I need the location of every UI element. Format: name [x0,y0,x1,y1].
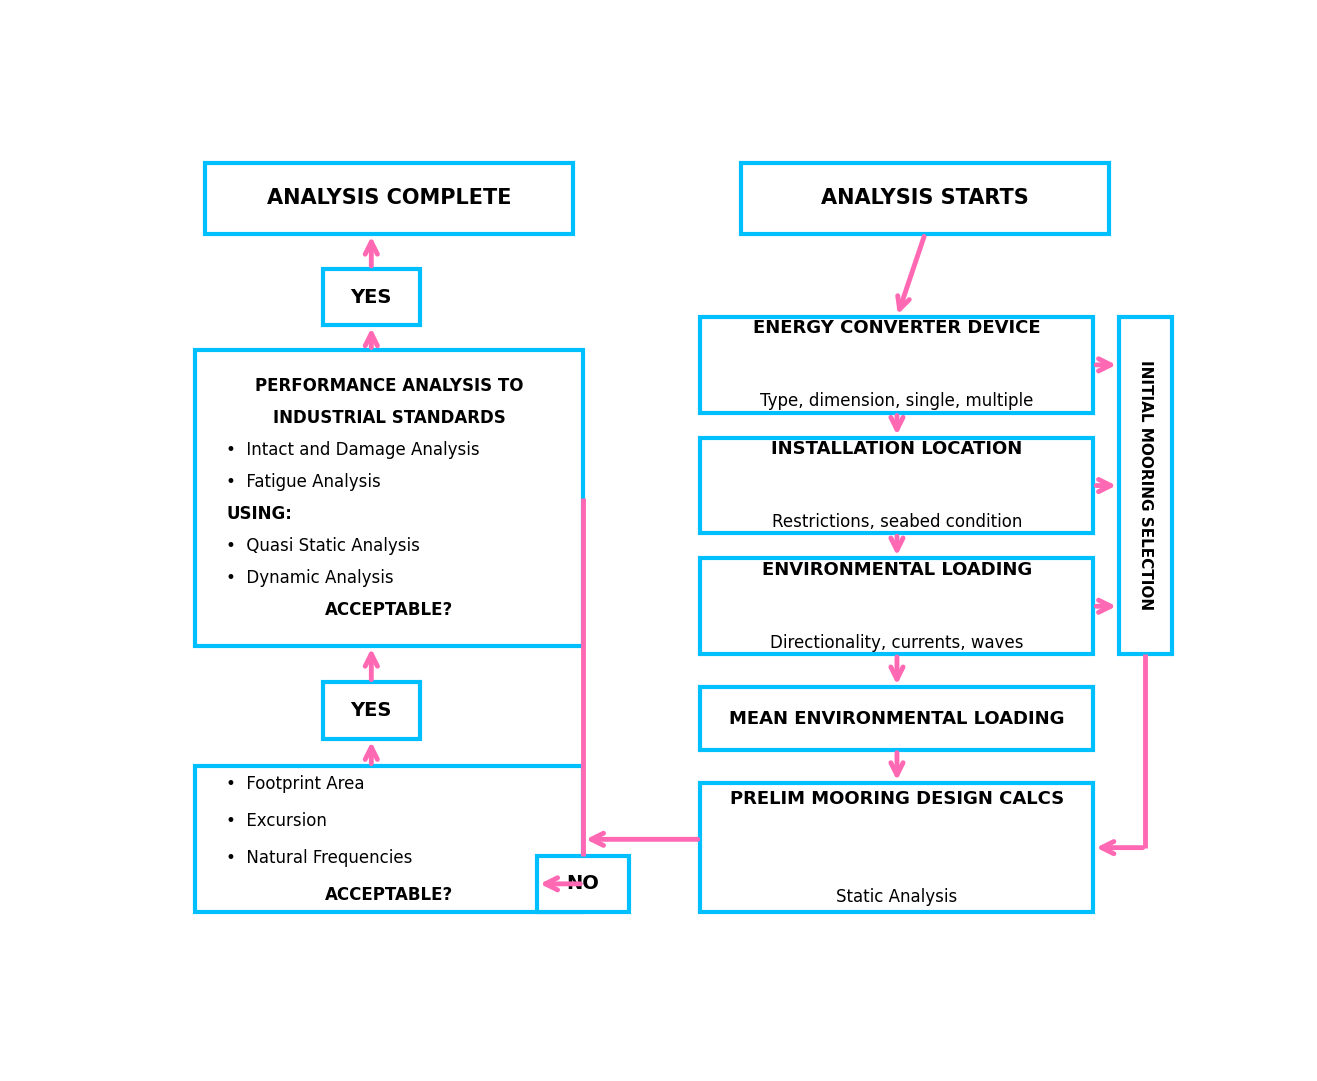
Text: Type, dimension, single, multiple: Type, dimension, single, multiple [760,392,1034,410]
Text: •  Quasi Static Analysis: • Quasi Static Analysis [227,537,420,556]
Text: YES: YES [350,288,392,307]
Text: Restrictions, seabed condition: Restrictions, seabed condition [772,512,1022,531]
FancyBboxPatch shape [205,163,573,233]
Text: •  Fatigue Analysis: • Fatigue Analysis [227,473,381,491]
Text: ACCEPTABLE?: ACCEPTABLE? [325,601,453,619]
Text: •  Footprint Area: • Footprint Area [227,775,365,793]
Text: MEAN ENVIRONMENTAL LOADING: MEAN ENVIRONMENTAL LOADING [730,709,1064,728]
Text: ANALYSIS STARTS: ANALYSIS STARTS [822,188,1029,209]
Text: INDUSTRIAL STANDARDS: INDUSTRIAL STANDARDS [273,409,506,427]
Text: PRELIM MOORING DESIGN CALCS: PRELIM MOORING DESIGN CALCS [730,789,1064,808]
FancyBboxPatch shape [701,559,1093,654]
Text: NO: NO [566,875,599,893]
Text: •  Dynamic Analysis: • Dynamic Analysis [227,570,394,587]
Text: Static Analysis: Static Analysis [836,888,957,906]
Text: ANALYSIS COMPLETE: ANALYSIS COMPLETE [267,188,511,209]
FancyBboxPatch shape [195,766,583,912]
Text: INSTALLATION LOCATION: INSTALLATION LOCATION [772,440,1022,458]
Text: •  Natural Frequencies: • Natural Frequencies [227,849,412,867]
Text: INITIAL MOORING SELECTION: INITIAL MOORING SELECTION [1138,360,1152,611]
FancyBboxPatch shape [323,269,420,325]
FancyBboxPatch shape [323,682,420,739]
Text: •  Excursion: • Excursion [227,812,327,830]
FancyBboxPatch shape [195,350,583,645]
Text: ACCEPTABLE?: ACCEPTABLE? [325,885,453,904]
FancyBboxPatch shape [701,317,1093,413]
FancyBboxPatch shape [701,783,1093,912]
Text: PERFORMANCE ANALYSIS TO: PERFORMANCE ANALYSIS TO [255,377,523,395]
Text: USING:: USING: [227,505,292,523]
FancyBboxPatch shape [701,438,1093,533]
Text: •  Intact and Damage Analysis: • Intact and Damage Analysis [227,441,479,459]
Text: Directionality, currents, waves: Directionality, currents, waves [770,633,1023,652]
Text: YES: YES [350,702,392,720]
FancyBboxPatch shape [741,163,1109,233]
Text: ENVIRONMENTAL LOADING: ENVIRONMENTAL LOADING [761,561,1033,579]
FancyBboxPatch shape [537,855,630,912]
Text: ENERGY CONVERTER DEVICE: ENERGY CONVERTER DEVICE [753,320,1040,337]
FancyBboxPatch shape [701,688,1093,750]
FancyBboxPatch shape [1119,317,1172,654]
